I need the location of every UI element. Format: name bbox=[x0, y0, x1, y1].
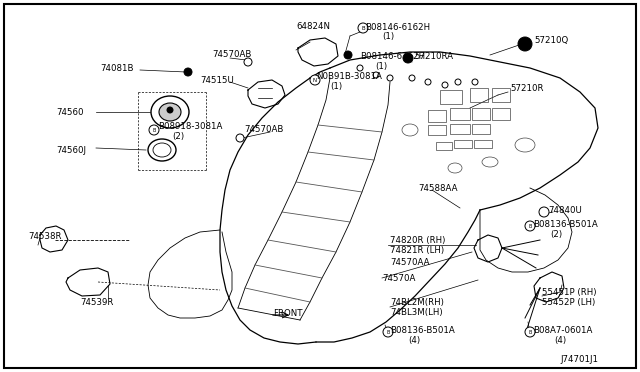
Circle shape bbox=[358, 23, 368, 33]
Circle shape bbox=[244, 58, 252, 66]
Bar bbox=[472, 124, 490, 134]
Text: 74BL3M(LH): 74BL3M(LH) bbox=[390, 308, 443, 317]
Circle shape bbox=[455, 79, 461, 85]
Text: 74081B: 74081B bbox=[100, 64, 134, 73]
Text: 74820R (RH): 74820R (RH) bbox=[390, 236, 445, 245]
Bar bbox=[436, 142, 452, 150]
Text: B: B bbox=[361, 26, 365, 31]
Text: 74570A: 74570A bbox=[382, 274, 415, 283]
Circle shape bbox=[525, 221, 535, 231]
Text: N: N bbox=[313, 77, 317, 83]
Text: 74515U: 74515U bbox=[200, 76, 234, 85]
Text: (2): (2) bbox=[550, 230, 562, 239]
Bar bbox=[450, 124, 470, 134]
Circle shape bbox=[373, 72, 379, 78]
Text: (4): (4) bbox=[554, 336, 566, 345]
Text: B: B bbox=[528, 330, 532, 334]
Text: FRONT: FRONT bbox=[273, 309, 303, 318]
Circle shape bbox=[525, 327, 535, 337]
Circle shape bbox=[383, 327, 393, 337]
Text: 55451P (RH): 55451P (RH) bbox=[542, 288, 596, 297]
Text: B: B bbox=[387, 330, 390, 334]
Bar bbox=[450, 108, 470, 120]
Text: (2): (2) bbox=[172, 132, 184, 141]
Text: (4): (4) bbox=[408, 336, 420, 345]
Circle shape bbox=[518, 37, 532, 51]
Text: J74701J1: J74701J1 bbox=[560, 355, 598, 364]
Text: B08146-6162H: B08146-6162H bbox=[365, 23, 430, 32]
Bar bbox=[428, 125, 446, 135]
Bar bbox=[474, 140, 492, 148]
Text: (1): (1) bbox=[382, 32, 394, 41]
Text: B08146-6162H: B08146-6162H bbox=[360, 52, 425, 61]
Text: 74821R (LH): 74821R (LH) bbox=[390, 246, 444, 255]
Text: B08136-B501A: B08136-B501A bbox=[390, 326, 455, 335]
Ellipse shape bbox=[151, 96, 189, 128]
Text: 74560: 74560 bbox=[56, 108, 83, 117]
Circle shape bbox=[403, 53, 413, 63]
Text: B08136-B501A: B08136-B501A bbox=[533, 220, 598, 229]
Bar bbox=[492, 108, 510, 120]
Circle shape bbox=[184, 68, 192, 76]
Bar bbox=[472, 108, 490, 120]
Text: 74570AA: 74570AA bbox=[390, 258, 429, 267]
Text: (1): (1) bbox=[375, 62, 387, 71]
Circle shape bbox=[167, 107, 173, 113]
Circle shape bbox=[539, 207, 549, 217]
Circle shape bbox=[236, 134, 244, 142]
Text: 57210Q: 57210Q bbox=[534, 36, 568, 45]
Text: 55452P (LH): 55452P (LH) bbox=[542, 298, 595, 307]
Text: 74539R: 74539R bbox=[80, 298, 113, 307]
Circle shape bbox=[425, 79, 431, 85]
Text: B: B bbox=[152, 128, 156, 132]
Bar bbox=[454, 140, 472, 148]
Text: 74538R: 74538R bbox=[28, 232, 61, 241]
Text: 74840U: 74840U bbox=[548, 206, 582, 215]
Text: B08918-3081A: B08918-3081A bbox=[158, 122, 222, 131]
Bar bbox=[470, 88, 488, 102]
Circle shape bbox=[149, 125, 159, 135]
Text: B08A7-0601A: B08A7-0601A bbox=[533, 326, 593, 335]
Circle shape bbox=[387, 75, 393, 81]
Bar bbox=[492, 88, 510, 102]
Text: 74560J: 74560J bbox=[56, 146, 86, 155]
Ellipse shape bbox=[148, 139, 176, 161]
Circle shape bbox=[409, 75, 415, 81]
Text: 57210R: 57210R bbox=[510, 84, 543, 93]
Bar bbox=[428, 110, 446, 122]
Circle shape bbox=[344, 51, 352, 59]
Text: 74570AB: 74570AB bbox=[244, 125, 284, 134]
Circle shape bbox=[357, 65, 363, 71]
Text: 74588AA: 74588AA bbox=[418, 184, 458, 193]
Ellipse shape bbox=[159, 103, 181, 121]
Text: (1): (1) bbox=[330, 82, 342, 91]
Text: 74BL2M(RH): 74BL2M(RH) bbox=[390, 298, 444, 307]
Text: 57210RA: 57210RA bbox=[414, 52, 453, 61]
Bar bbox=[440, 90, 462, 104]
Circle shape bbox=[442, 82, 448, 88]
Text: 64824N: 64824N bbox=[296, 22, 330, 31]
Text: 74570AB: 74570AB bbox=[212, 50, 252, 59]
Text: N0B91B-3081A: N0B91B-3081A bbox=[316, 72, 382, 81]
Circle shape bbox=[472, 79, 478, 85]
Circle shape bbox=[310, 75, 320, 85]
Text: B: B bbox=[528, 224, 532, 228]
